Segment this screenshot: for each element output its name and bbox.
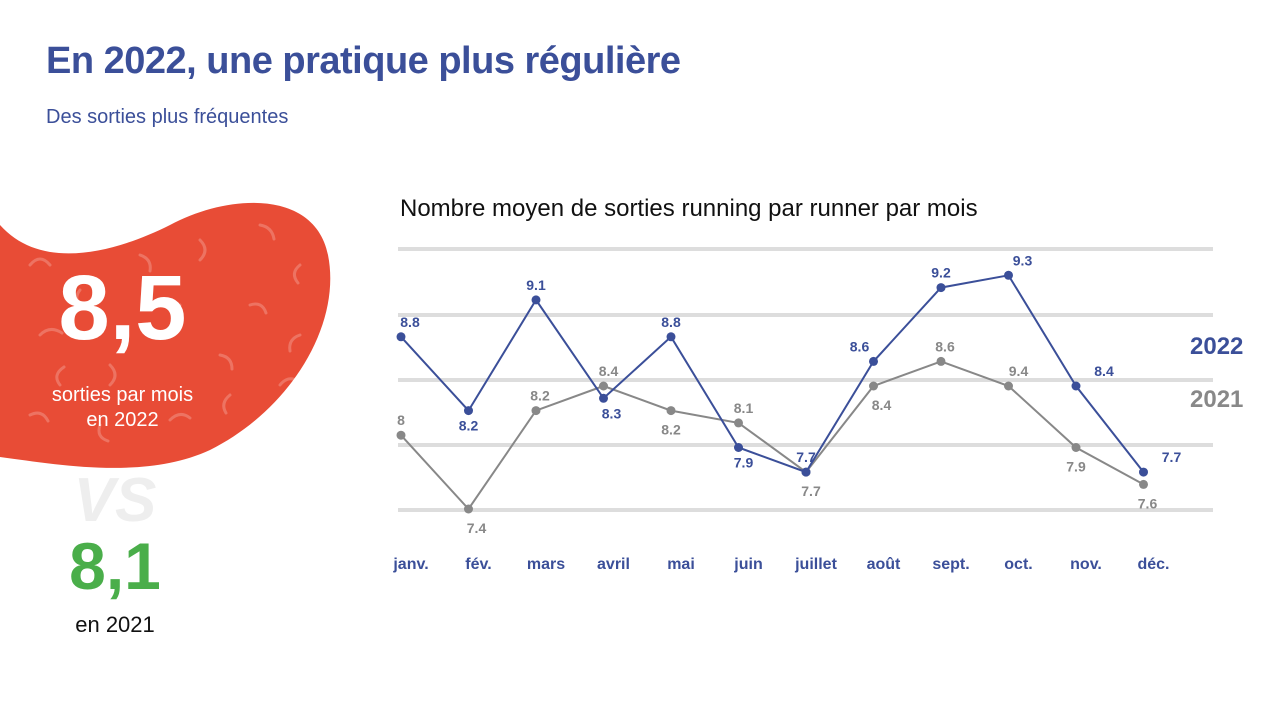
point-2022-8 <box>936 283 946 293</box>
data-label-2022-0: 8.8 <box>400 314 420 330</box>
data-label-2021-0: 8 <box>397 412 405 428</box>
x-tick-label-7: août <box>867 556 901 573</box>
point-2022-2 <box>531 295 541 305</box>
point-2021-3 <box>599 381 608 391</box>
point-2022-6 <box>801 467 811 477</box>
data-label-2022-10: 8.4 <box>1094 363 1114 379</box>
data-label-2021-1: 7.4 <box>467 520 487 536</box>
x-tick-label-1: fév. <box>465 556 491 573</box>
kpi-blob <box>0 202 331 468</box>
point-2021-11 <box>1139 479 1148 489</box>
point-2022-7 <box>869 356 878 366</box>
data-label-2021-7: 8.4 <box>872 397 892 413</box>
x-tick-label-3: avril <box>597 556 630 573</box>
data-label-2022-8: 9.2 <box>931 265 951 281</box>
vs-label: VS <box>73 466 157 535</box>
legend-2021: 2021 <box>1190 386 1244 413</box>
point-2022-11 <box>1139 467 1148 477</box>
x-tick-label-10: nov. <box>1070 556 1102 573</box>
kpi-2022-value: 8,5 <box>58 257 187 359</box>
x-tick-label-2: mars <box>527 556 565 573</box>
x-tick-label-4: mai <box>667 556 695 573</box>
kpi-2022-caption: sorties par mois en 2022 <box>0 383 245 433</box>
data-label-2022-9: 9.3 <box>1013 252 1033 268</box>
data-label-2021-10: 7.9 <box>1066 459 1086 475</box>
chart-title: Nombre moyen de sorties running par runn… <box>400 195 978 222</box>
x-tick-label-6: juillet <box>794 556 837 573</box>
point-2021-0 <box>396 430 406 440</box>
kpi-2022-caption-line1: sorties par mois <box>51 384 194 406</box>
x-tick-label-8: sept. <box>932 556 969 573</box>
kpi-2021-value: 8,1 <box>69 529 161 603</box>
point-2021-5 <box>734 418 743 428</box>
point-2021-9 <box>1004 381 1013 391</box>
point-2022-10 <box>1071 381 1081 391</box>
point-2021-10 <box>1071 443 1081 452</box>
point-2021-4 <box>666 406 676 416</box>
point-2022-3 <box>599 393 608 403</box>
x-tick-label-11: déc. <box>1137 556 1169 573</box>
point-2021-8 <box>936 356 946 366</box>
point-2022-9 <box>1004 270 1013 280</box>
point-2021-1 <box>464 504 473 514</box>
data-label-2022-11: 7.7 <box>1162 449 1182 465</box>
data-label-2022-6: 7.7 <box>796 449 816 465</box>
legend-2022: 2022 <box>1190 333 1244 360</box>
data-label-2021-6: 7.7 <box>801 483 821 499</box>
x-tick-label-5: juin <box>733 556 762 573</box>
kpi-2021-caption: en 2021 <box>75 612 155 637</box>
data-label-2021-4: 8.2 <box>661 422 681 438</box>
data-label-2022-1: 8.2 <box>459 418 479 434</box>
data-label-2021-11: 7.6 <box>1138 495 1158 511</box>
data-label-2022-7: 8.6 <box>850 338 870 354</box>
page-subtitle: Des sorties plus fréquentes <box>46 106 289 128</box>
data-label-2022-3: 8.3 <box>602 405 622 421</box>
point-2022-0 <box>396 332 406 342</box>
kpi-2022-caption-line2: en 2022 <box>86 409 159 431</box>
series-line-2021 <box>400 360 1144 511</box>
data-label-2022-4: 8.8 <box>661 314 681 330</box>
data-label-2021-9: 9.4 <box>1009 363 1029 379</box>
point-2022-4 <box>666 332 676 342</box>
point-2022-1 <box>464 406 473 416</box>
x-tick-label-9: oct. <box>1004 556 1032 573</box>
point-2022-5 <box>734 443 743 452</box>
x-tick-label-0: janv. <box>392 556 428 573</box>
point-2021-2 <box>531 406 541 416</box>
data-label-2021-8: 8.6 <box>935 338 955 354</box>
page-title: En 2022, une pratique plus régulière <box>46 40 681 82</box>
data-label-2022-2: 9.1 <box>526 277 546 293</box>
data-label-2021-3: 8.4 <box>599 363 619 379</box>
series-line-2022 <box>400 274 1145 474</box>
data-label-2021-2: 8.2 <box>530 388 550 404</box>
data-label-2021-5: 8.1 <box>734 400 754 416</box>
point-2021-7 <box>869 381 878 391</box>
data-label-2022-5: 7.9 <box>734 455 754 471</box>
